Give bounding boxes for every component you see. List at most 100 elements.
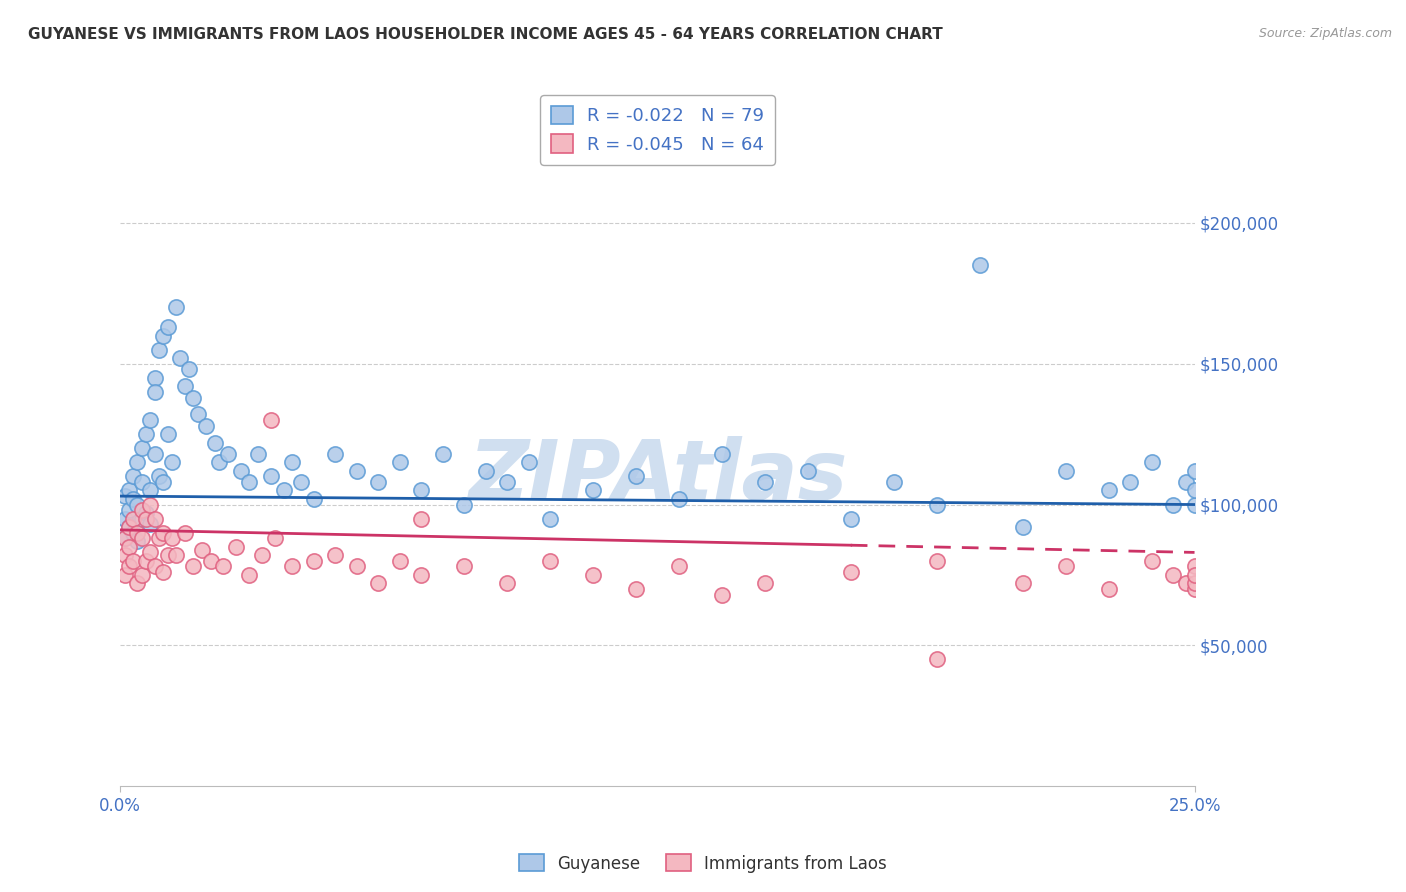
Point <box>131 475 153 489</box>
Point <box>127 576 149 591</box>
Text: GUYANESE VS IMMIGRANTS FROM LAOS HOUSEHOLDER INCOME AGES 45 - 64 YEARS CORRELATI: GUYANESE VS IMMIGRANTS FROM LAOS HOUSEHO… <box>28 27 943 42</box>
Point <box>127 525 149 540</box>
Point <box>710 588 733 602</box>
Legend: R = -0.022   N = 79, R = -0.045   N = 64: R = -0.022 N = 79, R = -0.045 N = 64 <box>540 95 775 164</box>
Point <box>131 511 153 525</box>
Point <box>127 455 149 469</box>
Point <box>152 475 174 489</box>
Point <box>122 525 145 540</box>
Point <box>208 455 231 469</box>
Point <box>624 469 647 483</box>
Point <box>409 568 432 582</box>
Point <box>173 525 195 540</box>
Point <box>668 491 690 506</box>
Point <box>925 652 948 666</box>
Point <box>152 565 174 579</box>
Text: ZIPAtlas: ZIPAtlas <box>468 436 846 516</box>
Point <box>290 475 312 489</box>
Point <box>165 548 187 562</box>
Point <box>367 576 389 591</box>
Point <box>409 511 432 525</box>
Point <box>754 576 776 591</box>
Point <box>474 464 496 478</box>
Point <box>432 447 454 461</box>
Point <box>160 532 183 546</box>
Point <box>453 559 475 574</box>
Point <box>148 469 170 483</box>
Point <box>346 464 368 478</box>
Point <box>143 559 166 574</box>
Point <box>122 491 145 506</box>
Point <box>191 542 214 557</box>
Point <box>114 532 136 546</box>
Point <box>323 447 346 461</box>
Point <box>114 532 136 546</box>
Point <box>139 545 162 559</box>
Point <box>1161 568 1184 582</box>
Point <box>250 548 273 562</box>
Point <box>409 483 432 498</box>
Point <box>582 483 605 498</box>
Point <box>183 391 205 405</box>
Point <box>122 554 145 568</box>
Point <box>156 548 179 562</box>
Point <box>273 483 295 498</box>
Point <box>624 582 647 596</box>
Point <box>143 384 166 399</box>
Point <box>118 503 141 517</box>
Point <box>148 532 170 546</box>
Point <box>118 483 141 498</box>
Point <box>195 418 218 433</box>
Point <box>156 320 179 334</box>
Point <box>114 489 136 503</box>
Point <box>1174 475 1197 489</box>
Point <box>204 435 226 450</box>
Point <box>1011 576 1033 591</box>
Point <box>173 379 195 393</box>
Point <box>143 511 166 525</box>
Point <box>281 559 304 574</box>
Point <box>1011 520 1033 534</box>
Point <box>1184 464 1206 478</box>
Point <box>187 408 209 422</box>
Point <box>139 517 162 532</box>
Point <box>388 455 411 469</box>
Point <box>1097 483 1119 498</box>
Point <box>1184 568 1206 582</box>
Point <box>131 503 153 517</box>
Text: Source: ZipAtlas.com: Source: ZipAtlas.com <box>1258 27 1392 40</box>
Point <box>135 506 157 520</box>
Point <box>883 475 905 489</box>
Point <box>323 548 346 562</box>
Point <box>246 447 269 461</box>
Point <box>453 498 475 512</box>
Point <box>135 427 157 442</box>
Point <box>152 525 174 540</box>
Point <box>517 455 540 469</box>
Point <box>118 559 141 574</box>
Point <box>122 511 145 525</box>
Point <box>1119 475 1142 489</box>
Point <box>925 554 948 568</box>
Point <box>131 568 153 582</box>
Point <box>839 511 862 525</box>
Point <box>1097 582 1119 596</box>
Point <box>1184 582 1206 596</box>
Point <box>260 469 283 483</box>
Point <box>969 258 991 272</box>
Point <box>212 559 235 574</box>
Point <box>177 362 200 376</box>
Point <box>1140 455 1163 469</box>
Point <box>1184 498 1206 512</box>
Point <box>131 441 153 455</box>
Point <box>388 554 411 568</box>
Point <box>1054 464 1077 478</box>
Point <box>152 328 174 343</box>
Point <box>264 532 287 546</box>
Point <box>582 568 605 582</box>
Point <box>668 559 690 574</box>
Point <box>148 343 170 357</box>
Point <box>496 576 519 591</box>
Point <box>156 427 179 442</box>
Point <box>1174 576 1197 591</box>
